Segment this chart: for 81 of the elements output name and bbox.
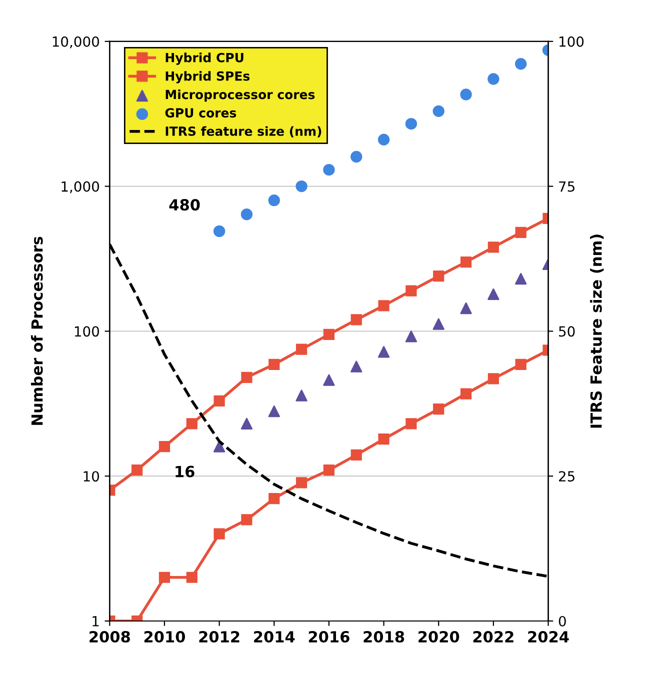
point: [378, 134, 390, 146]
point: [268, 358, 280, 370]
point: [378, 434, 390, 445]
point: [323, 328, 335, 340]
point: [514, 58, 527, 70]
x-tick-label: 2020: [418, 630, 460, 643]
point: [515, 358, 526, 370]
point: [488, 288, 500, 300]
y2-tick-label: 0: [558, 616, 566, 626]
point: [515, 226, 526, 238]
point: [186, 418, 198, 430]
point: [268, 492, 280, 504]
point: [406, 285, 417, 296]
point: [214, 528, 225, 540]
point: [460, 88, 472, 100]
point: [488, 242, 499, 253]
x-tick-label: 2018: [364, 630, 404, 643]
y-tick-label: 1,000: [62, 181, 100, 194]
y-tick-label: 10: [84, 471, 100, 482]
point: [350, 449, 362, 460]
point: [158, 440, 170, 452]
y2-axis-title: ITRS Feature size (nm): [590, 234, 604, 428]
y-tick-label: 10,000: [52, 36, 100, 48]
point: [460, 302, 472, 314]
point: [268, 194, 280, 206]
point: [213, 225, 226, 238]
point: [240, 208, 253, 220]
point: [432, 318, 444, 330]
legend-label: ITRS feature size (nm): [166, 126, 322, 138]
point: [296, 477, 308, 488]
point: [350, 150, 362, 163]
legend-label: Microprocessor cores: [166, 90, 315, 102]
y-axis-title: Number of Processors: [30, 236, 43, 425]
point: [268, 405, 280, 418]
point: [488, 373, 499, 384]
x-tick-label: 2014: [254, 630, 295, 643]
point: [323, 464, 335, 476]
point: [240, 418, 253, 430]
legend-label: Hybrid SPEs: [166, 71, 250, 84]
point: [241, 372, 252, 383]
point: [405, 330, 418, 342]
annotation: 480: [169, 199, 200, 211]
y-tick-label: 100: [74, 326, 100, 337]
point: [296, 390, 308, 402]
x-tick-label: 2024: [528, 630, 569, 643]
point: [323, 164, 335, 176]
point: [406, 418, 417, 430]
point: [186, 572, 198, 583]
y2-tick-label: 100: [560, 36, 584, 47]
point: [378, 300, 390, 312]
y2-tick-label: 75: [559, 181, 574, 192]
point: [433, 270, 444, 282]
point: [488, 73, 500, 85]
point: [296, 344, 308, 355]
point: [214, 395, 225, 407]
legend-label: Hybrid CPU: [166, 52, 244, 65]
y2-tick-label: 25: [558, 471, 574, 482]
x-tick-label: 2022: [473, 630, 514, 643]
point: [350, 314, 362, 326]
point: [323, 374, 335, 386]
point: [405, 118, 418, 130]
legend-label: GPU cores: [165, 108, 236, 118]
point: [460, 256, 472, 268]
point: [350, 360, 362, 372]
x-tick-label: 2012: [199, 630, 240, 643]
point: [213, 440, 226, 452]
x-tick-label: 2010: [144, 630, 186, 643]
x-tick-label: 2016: [308, 630, 350, 643]
point: [460, 388, 472, 400]
point: [433, 404, 444, 415]
point: [514, 272, 527, 285]
point: [158, 572, 170, 583]
point: [378, 346, 390, 358]
y-tick-label: 1: [92, 616, 99, 626]
y2-tick-label: 50: [559, 326, 575, 337]
point: [241, 514, 252, 526]
annotation: 16: [176, 466, 194, 478]
x-tick-label: 2008: [90, 630, 130, 643]
point: [132, 464, 143, 476]
point: [432, 105, 444, 118]
point: [296, 180, 308, 192]
